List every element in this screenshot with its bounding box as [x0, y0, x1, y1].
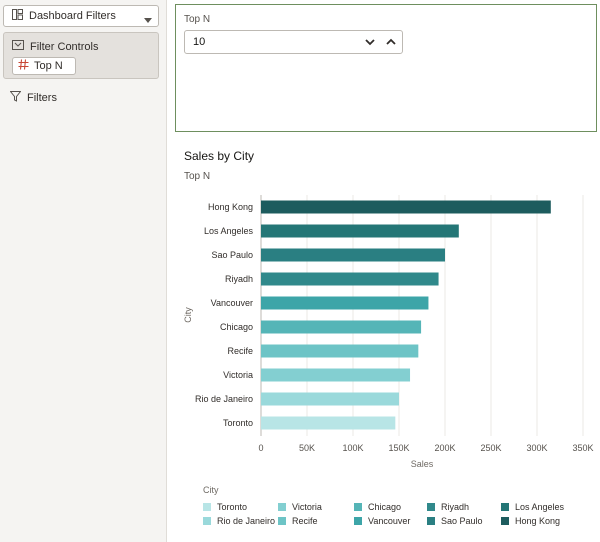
dashboard-filters-dropdown[interactable]: Dashboard Filters: [3, 5, 159, 27]
chart-legend: Toronto Rio de Janeiro Victoria Recife Chica…: [203, 502, 593, 532]
legend-swatch: [203, 503, 211, 511]
top-n-control-card: Top N 10: [175, 4, 597, 132]
bar-victoria: [261, 368, 411, 382]
legend-label: Victoria: [292, 502, 322, 512]
filters-label: Filters: [27, 92, 57, 104]
top-n-label: Top N: [184, 14, 211, 25]
legend-swatch: [354, 503, 362, 511]
dashboard-filters-label: Dashboard Filters: [29, 10, 116, 22]
legend-item[interactable]: Toronto: [203, 502, 247, 512]
legend-label: Toronto: [217, 502, 248, 512]
legend-label: Vancouver: [368, 516, 411, 526]
y-tick-label: Toronto: [223, 418, 253, 428]
legend-item[interactable]: Sao Paulo: [427, 516, 483, 526]
bar-sao-paulo: [261, 248, 445, 262]
legend-item[interactable]: Vancouver: [354, 516, 410, 526]
hash-icon: [18, 59, 29, 73]
legend-swatch: [427, 503, 435, 511]
top-n-chip-label: Top N: [34, 60, 63, 72]
y-tick-label: Victoria: [223, 370, 253, 380]
top-n-filter-chip[interactable]: Top N: [12, 57, 76, 75]
legend-item[interactable]: Riyadh: [427, 502, 469, 512]
x-tick-label: 0: [258, 443, 263, 453]
legend-title: City: [203, 485, 219, 495]
top-n-value[interactable]: 10: [193, 36, 206, 48]
bar-toronto: [261, 416, 396, 430]
legend-swatch: [203, 517, 211, 525]
x-tick-label: 150K: [388, 443, 409, 453]
funnel-icon: [9, 91, 22, 105]
legend-swatch: [427, 517, 435, 525]
filter-controls-icon: [12, 40, 24, 53]
filter-controls-section: Filter Controls Top N: [3, 32, 159, 79]
legend-label: Chicago: [368, 502, 402, 512]
x-tick-label: 200K: [434, 443, 455, 453]
legend-swatch: [501, 503, 509, 511]
legend-label: Recife: [292, 516, 318, 526]
legend-item[interactable]: Victoria: [278, 502, 322, 512]
sales-by-city-chart: 0 50K 100K 150K 200K 250K 300K 350K Hong Kong Los…: [183, 195, 594, 469]
legend-item[interactable]: Los Angeles: [501, 502, 564, 512]
legend-swatch: [501, 517, 509, 525]
chart-subtitle: Top N: [184, 171, 211, 182]
filter-controls-label: Filter Controls: [30, 40, 99, 53]
y-tick-label: Sao Paulo: [211, 250, 253, 260]
chart-title: Sales by City: [184, 149, 255, 163]
legend-item[interactable]: Chicago: [354, 502, 401, 512]
y-tick-label: Vancouver: [211, 298, 253, 308]
legend-item[interactable]: Rio de Janeiro: [203, 516, 275, 526]
legend-swatch: [278, 517, 286, 525]
bar-los-angeles: [261, 224, 459, 238]
legend-label: Riyadh: [441, 502, 470, 512]
x-tick-label: 100K: [342, 443, 363, 453]
y-tick-label: Recife: [227, 346, 253, 356]
legend-item[interactable]: Hong Kong: [501, 516, 560, 526]
x-tick-label: 300K: [526, 443, 547, 453]
dashboard-filters-icon: [12, 9, 23, 23]
x-tick-label: 350K: [572, 443, 593, 453]
legend-label: Los Angeles: [515, 502, 565, 512]
top-n-stepper[interactable]: 10: [184, 30, 403, 54]
decrement-chevron-icon[interactable]: [365, 37, 375, 50]
legend-label: Hong Kong: [515, 516, 561, 526]
legend-swatch: [278, 503, 286, 511]
x-axis-title: Sales: [411, 459, 434, 469]
bar-rio-de-janeiro: [261, 392, 399, 406]
legend-label: Rio de Janeiro: [217, 516, 276, 526]
bar-chicago: [261, 320, 422, 334]
legend-item[interactable]: Recife: [278, 516, 318, 526]
y-axis-title: City: [183, 307, 193, 323]
filter-panel: Dashboard Filters Filter Controls Top N …: [0, 0, 167, 542]
y-tick-label: Rio de Janeiro: [195, 394, 253, 404]
increment-chevron-icon[interactable]: [386, 37, 396, 50]
legend-label: Sao Paulo: [441, 516, 483, 526]
chevron-down-icon: [144, 14, 152, 26]
y-tick-label: Chicago: [220, 322, 253, 332]
x-tick-label: 250K: [480, 443, 501, 453]
bar-riyadh: [261, 272, 439, 286]
bar-hong-kong: [261, 200, 551, 214]
bar-vancouver: [261, 296, 429, 310]
filters-section[interactable]: Filters: [9, 91, 57, 105]
y-tick-label: Riyadh: [225, 274, 253, 284]
y-tick-label: Los Angeles: [204, 226, 254, 236]
legend-swatch: [354, 517, 362, 525]
y-tick-label: Hong Kong: [208, 202, 253, 212]
bar-recife: [261, 344, 419, 358]
x-tick-label: 50K: [299, 443, 315, 453]
